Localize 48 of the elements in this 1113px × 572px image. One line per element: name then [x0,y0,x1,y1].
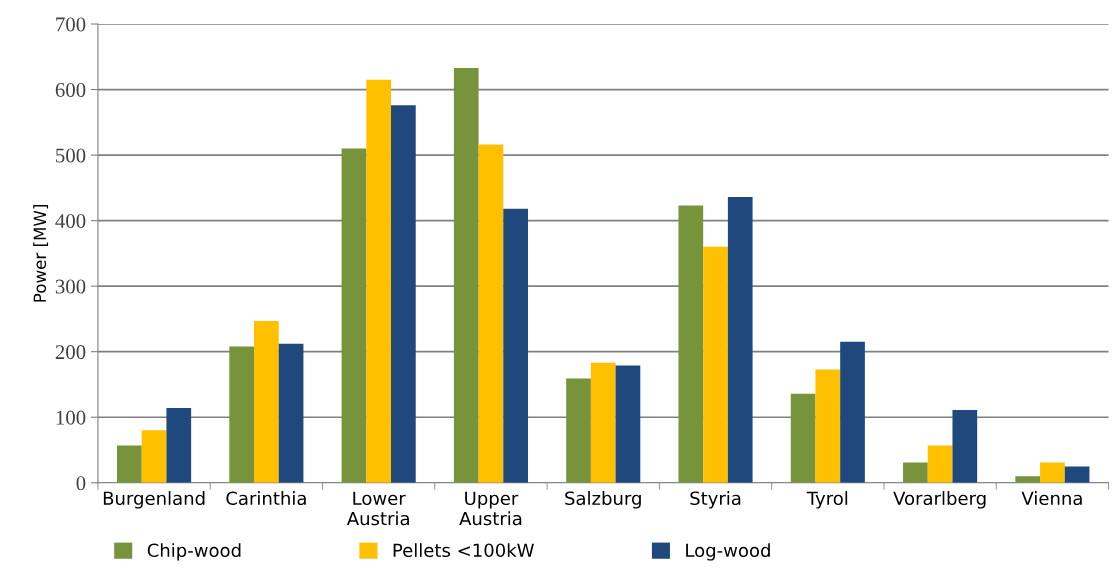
bar [278,343,304,483]
bar [903,462,928,483]
legend-label: Log-wood [686,543,770,561]
bar [229,346,255,483]
bar [453,67,479,483]
x-tick-label: Carinthia [226,491,306,506]
x-tick-label: Upper Austria [459,491,522,526]
bar [141,430,167,483]
bar [366,79,392,483]
x-tick-label: Tyrol [806,491,848,509]
bar [615,365,641,483]
y-tick-label: 500 [56,148,86,163]
x-tick-label: Vorarlberg [893,491,986,509]
y-tick-label: 300 [55,279,86,294]
bar [166,408,192,483]
bar [678,205,704,483]
y-tick-label: 600 [55,82,86,97]
y-tick-label: 200 [55,345,86,360]
x-tick-label: Vienna [1021,491,1082,506]
bar [1040,462,1065,483]
bar [478,144,504,483]
bar [840,341,865,483]
y-axis-title: Power [MW] [33,205,49,302]
bar [727,197,753,483]
bar [1015,476,1041,483]
bar [391,105,416,483]
bar [341,148,367,483]
bar [790,393,816,483]
bar [815,369,841,483]
y-tick-label: 400 [55,214,86,229]
y-tick-label: 100 [56,410,86,425]
bar [1064,466,1090,483]
y-tick-label: 0 [76,476,86,491]
bar [952,410,978,483]
y-tick-label: 700 [56,17,86,32]
legend-label: Pellets <100kW [393,543,534,558]
bar [117,445,142,483]
x-tick-label: Styria [690,491,741,509]
x-tick-label: Lower Austria [346,491,409,526]
legend-label: Chip-wood [147,543,241,561]
x-tick-label: Burgenland [103,491,205,509]
bar [566,378,591,483]
bar [927,445,953,483]
bar [590,362,616,483]
bar [503,208,529,483]
bar [703,246,728,483]
x-tick-label: Salzburg [565,491,641,509]
bar [254,320,279,483]
